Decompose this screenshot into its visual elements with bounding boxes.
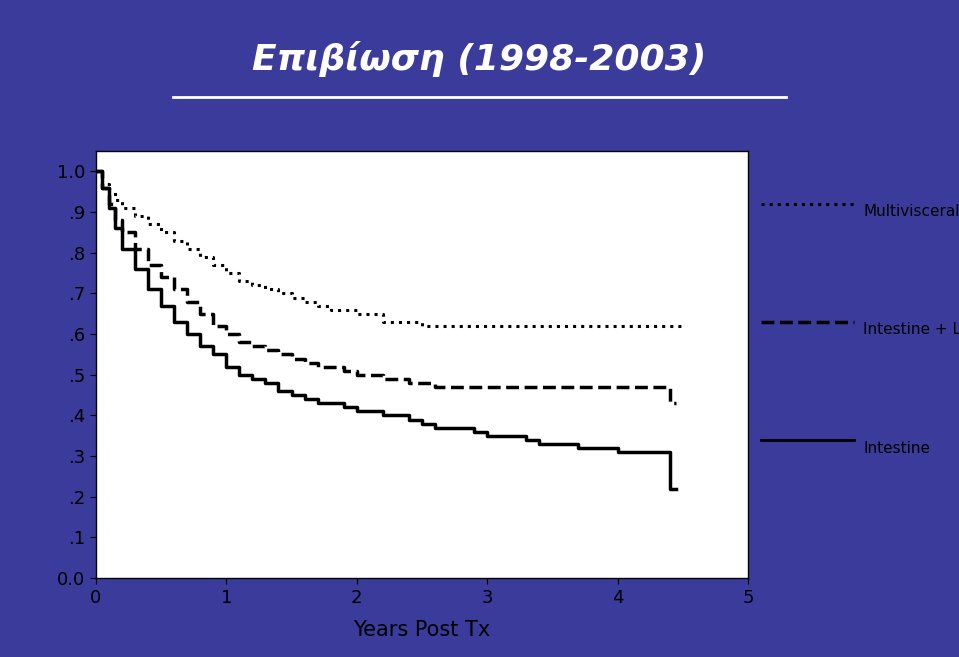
Text: Intestine + Liv: Intestine + Liv [863, 323, 959, 337]
Text: Multivisceral: Multivisceral [863, 204, 959, 219]
X-axis label: Years Post Tx: Years Post Tx [353, 620, 491, 641]
Text: Intestine: Intestine [863, 441, 930, 455]
Text: Επιβίωση (1998-2003): Επιβίωση (1998-2003) [252, 41, 707, 77]
